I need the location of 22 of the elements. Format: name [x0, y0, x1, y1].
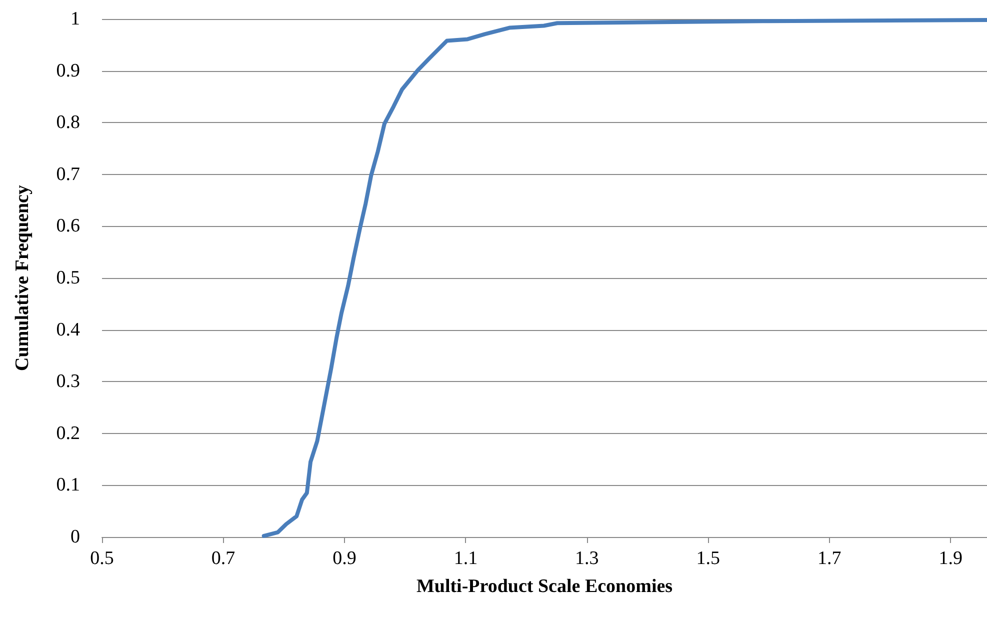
- x-tick-label: 1.1: [454, 548, 478, 569]
- y-tick-label: 0.3: [56, 371, 80, 392]
- x-tick-label: 1.9: [938, 548, 963, 569]
- y-tick-label: 0.5: [56, 268, 80, 288]
- line-series: [262, 18, 987, 538]
- x-tick-label: 1.7: [818, 548, 842, 569]
- y-tick-label: 0.7: [56, 164, 80, 185]
- y-axis-title: Cumulative Frequency: [12, 184, 33, 371]
- x-tick-label: 0.5: [90, 548, 114, 569]
- x-axis-title: Multi-Product Scale Economies: [416, 576, 673, 597]
- y-tick-label: 0.4: [56, 319, 80, 340]
- y-tick-label: 0.6: [56, 216, 80, 237]
- y-tick-label: 0.9: [56, 60, 80, 82]
- x-tick-label: 0.7: [211, 548, 236, 569]
- x-tick-label: 0.9: [332, 548, 356, 569]
- y-tick-label: 0.8: [56, 112, 80, 134]
- y-tick-label: 0.1: [56, 474, 80, 496]
- y-tick-label: 0.2: [56, 422, 80, 444]
- x-tick-label: 1.5: [696, 548, 720, 569]
- y-tick-label: 0: [70, 526, 80, 548]
- x-tick-label: 1.3: [575, 548, 599, 569]
- y-tick-label: 1: [70, 8, 80, 30]
